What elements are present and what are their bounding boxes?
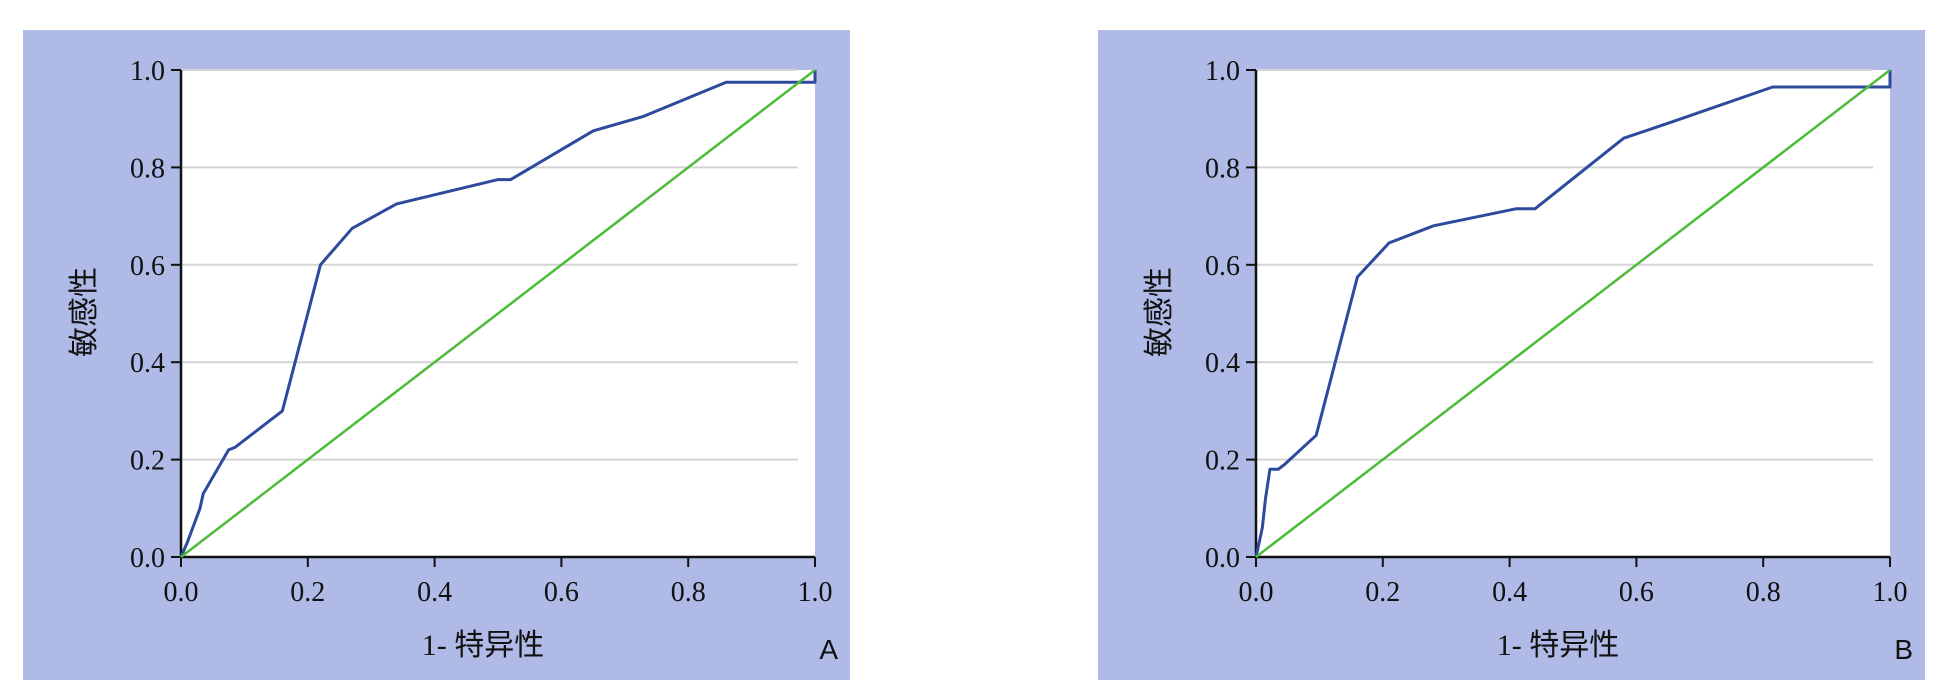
y-tick-label: 0.4 [1205,348,1240,379]
x-tick-label: 0.2 [1365,577,1400,608]
y-tick-label: 0.0 [1205,543,1240,574]
chart-panel-b: 0.0 0.2 0.4 0.6 0.8 1.0 0.0 0.2 0.4 0.6 0.8 1.0 敏感性… [1098,30,1925,680]
y-tick-label: 0.6 [1205,251,1240,282]
y-tick-label: 0.8 [130,153,165,184]
x-tick-label: 0.8 [671,577,706,608]
x-tick-label: 0.6 [1619,577,1654,608]
roc-curve [179,70,817,558]
reference-diagonal [1255,69,1891,558]
y-tick-label: 0.4 [130,348,165,379]
reference-diagonal [180,69,816,558]
x-tick-label: 0.0 [164,577,199,608]
x-tick-label: 0.4 [417,577,452,608]
x-tick-label: 0.4 [1492,577,1527,608]
roc-chart-a: 0.0 0.2 0.4 0.6 0.8 1.0 0.0 0.2 0.4 0.6 0.8 1.0 [23,30,850,680]
x-axis-label: 1- 特异性 [421,629,545,662]
y-tick-label: 0.6 [130,251,165,282]
panel-label: B [1894,634,1913,665]
y-axis-label: 敏感性 [1143,267,1176,357]
chart-panel-a: 0.0 0.2 0.4 0.6 0.8 1.0 0.0 0.2 0.4 0.6 0.8 1.0 敏感性… [23,30,850,680]
x-axis-label: 1- 特异性 [1496,629,1620,662]
x-tick-label: 0.2 [290,577,325,608]
x-tick-label: 0.8 [1746,577,1781,608]
x-tick-label: 1.0 [798,577,833,608]
panel-label: A [819,634,838,665]
roc-chart-b: 0.0 0.2 0.4 0.6 0.8 1.0 0.0 0.2 0.4 0.6 0.8 1.0 [1098,30,1925,680]
roc-curve [1254,70,1892,558]
x-tick-label: 0.6 [544,577,579,608]
y-tick-label: 0.2 [130,446,165,477]
y-tick-label: 0.0 [130,543,165,574]
y-tick-label: 1.0 [1205,56,1240,87]
y-tick-label: 0.2 [1205,446,1240,477]
x-tick-label: 0.0 [1239,577,1274,608]
y-tick-label: 0.8 [1205,153,1240,184]
y-axis-label: 敏感性 [68,267,101,357]
y-tick-label: 1.0 [130,56,165,87]
x-tick-label: 1.0 [1873,577,1908,608]
